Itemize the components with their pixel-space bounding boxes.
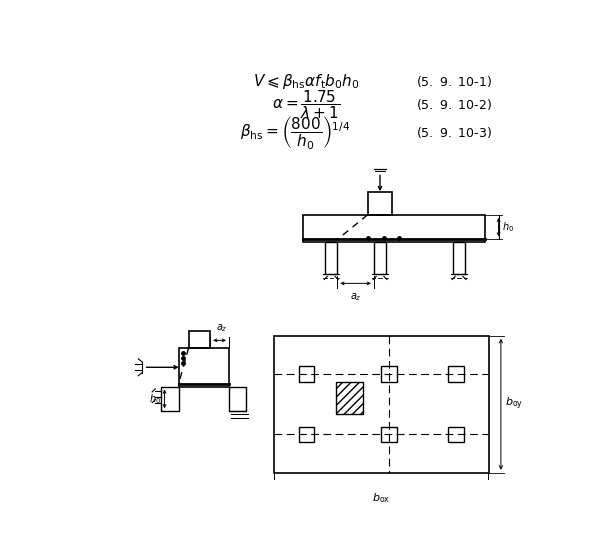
Text: $V \leqslant \beta_{\rm hs}\alpha f_{\rm t} b_0 h_0$: $V \leqslant \beta_{\rm hs}\alpha f_{\rm… — [253, 72, 359, 91]
Bar — [325, 242, 337, 274]
Bar — [448, 427, 464, 442]
Bar — [381, 427, 397, 442]
Bar — [229, 386, 246, 411]
Bar — [374, 242, 386, 274]
Text: $(5.\ 9.\ 10\text{-}3)$: $(5.\ 9.\ 10\text{-}3)$ — [415, 125, 492, 140]
Bar — [453, 242, 465, 274]
Text: $(5.\ 9.\ 10\text{-}1)$: $(5.\ 9.\ 10\text{-}1)$ — [415, 74, 492, 89]
Text: $a_z$: $a_z$ — [216, 322, 228, 334]
Bar — [298, 427, 314, 442]
Bar — [189, 331, 210, 348]
Bar — [368, 192, 392, 215]
Text: $h_0$: $h_0$ — [150, 392, 161, 406]
Text: $b_{\rm ox}$: $b_{\rm ox}$ — [372, 491, 390, 505]
Bar — [448, 367, 464, 382]
Text: $h_0$: $h_0$ — [502, 220, 514, 234]
Bar — [336, 382, 363, 414]
Bar — [178, 348, 229, 386]
Text: $a_z$: $a_z$ — [350, 291, 362, 303]
Bar — [381, 367, 397, 382]
Text: $\alpha = \dfrac{1.75}{\lambda+1}$: $\alpha = \dfrac{1.75}{\lambda+1}$ — [272, 88, 340, 121]
Bar — [303, 215, 485, 242]
Bar — [298, 367, 314, 382]
Bar — [161, 386, 178, 411]
Text: $b_{\rm oy}$: $b_{\rm oy}$ — [505, 396, 523, 412]
Text: $(5.\ 9.\ 10\text{-}2)$: $(5.\ 9.\ 10\text{-}2)$ — [415, 97, 492, 112]
Text: $\beta_{\rm hs} = \left(\dfrac{800}{h_0}\right)^{1/4}$: $\beta_{\rm hs} = \left(\dfrac{800}{h_0}… — [239, 114, 350, 151]
Bar — [274, 336, 489, 473]
